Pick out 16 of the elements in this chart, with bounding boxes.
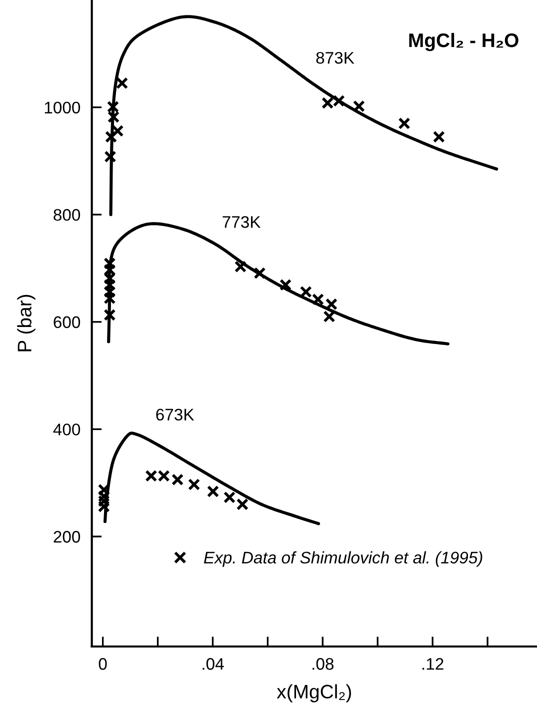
y-axis-title: P (bar)	[17, 294, 36, 352]
x-tick-label: .04	[202, 658, 224, 670]
x-tick-label: .12	[422, 658, 444, 670]
x-tick-label: .08	[312, 658, 334, 670]
y-tick-label: 600	[54, 316, 80, 328]
annotation: 873K	[316, 52, 354, 64]
y-tick-label: 1000	[44, 102, 80, 114]
annotation: 673K	[156, 408, 194, 421]
x-tick-label: 0	[98, 658, 107, 670]
y-tick-label: 800	[54, 209, 80, 221]
legend-label: Exp. Data of Shimulovich et al. (1995)	[204, 551, 482, 567]
x-axis-title: x(MgCl₂)	[276, 684, 352, 702]
y-tick-label: 200	[54, 530, 80, 543]
annotation: 773K	[222, 216, 261, 228]
text: MgCl₂ - H₂O	[409, 32, 518, 52]
y-tick-label: 400	[53, 424, 80, 436]
